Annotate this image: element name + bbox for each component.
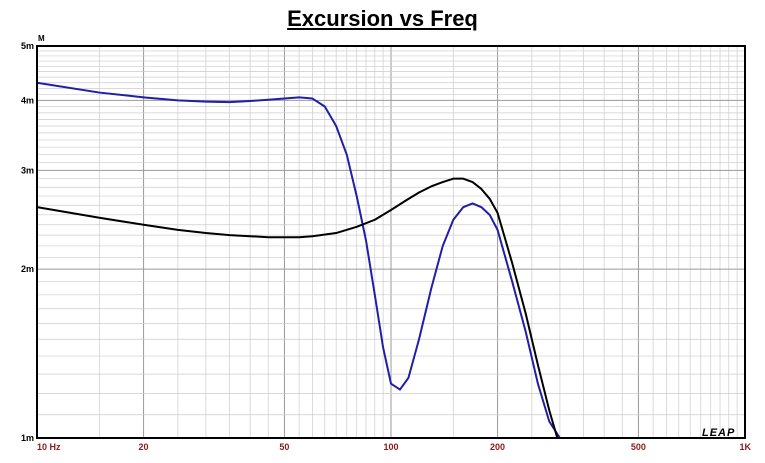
- x-axis-ticks: 10 Hz 20 50 100 200 500 1K: [37, 442, 751, 452]
- y-tick-label: 3m: [21, 165, 34, 175]
- plot-frame: [36, 45, 746, 439]
- x-tick-label: 1K: [739, 442, 751, 452]
- chart-title: Excursion vs Freq: [287, 6, 478, 31]
- x-tick-label: 500: [631, 442, 646, 452]
- y-tick-label: 4m: [21, 95, 34, 105]
- x-tick-label: 20: [139, 442, 149, 452]
- leap-watermark: LEAP: [702, 427, 735, 439]
- y-tick-label: 5m: [21, 41, 34, 51]
- y-tick-label: 1m: [21, 433, 34, 443]
- y-axis-ticks: 1m 2m 3m 4m 5m: [21, 41, 34, 443]
- x-tick-label: 50: [279, 442, 289, 452]
- x-tick-label: 10 Hz: [37, 442, 61, 452]
- y-tick-label: 2m: [21, 264, 34, 274]
- series-line-1: [36, 81, 746, 439]
- x-tick-label: 100: [383, 442, 398, 452]
- series-layer: [36, 81, 746, 439]
- y-axis-unit-label: M: [38, 34, 45, 43]
- series-line-2: [36, 177, 746, 439]
- x-tick-label: 200: [490, 442, 505, 452]
- grid-lines: [37, 46, 745, 438]
